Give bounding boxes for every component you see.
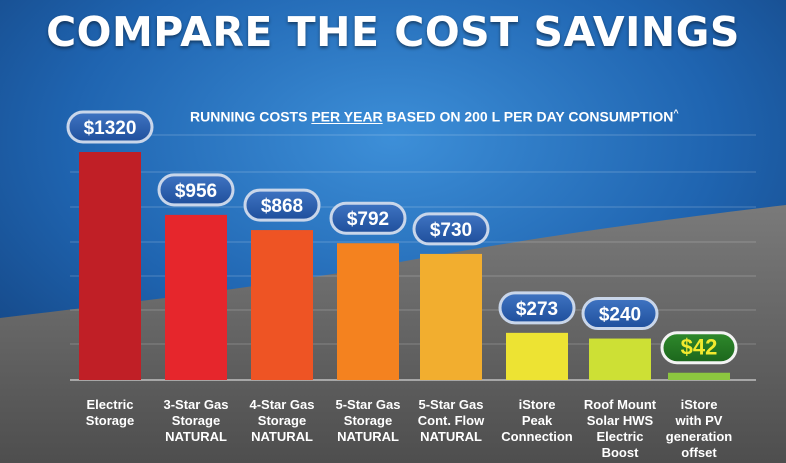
value-label-text: $868 (261, 196, 303, 217)
category-label-1: Electric Storage (86, 397, 134, 428)
bar-2 (165, 214, 227, 380)
bar-3 (251, 230, 313, 380)
category-label-line: 5-Star Gas (418, 397, 483, 412)
category-label-line: NATURAL (165, 429, 227, 444)
category-label-line: Electric (597, 429, 644, 444)
chart-subtitle: RUNNING COSTS PER YEAR BASED ON 200 L PE… (190, 108, 730, 125)
category-label-4: 5-Star Gas Storage NATURAL (335, 397, 400, 444)
value-label-8: $42 (660, 331, 738, 365)
subtitle-per-year: PER YEAR (311, 108, 383, 125)
bar-4 (337, 243, 399, 380)
category-label-line: Storage (258, 413, 306, 428)
category-label-line: Solar HWS (587, 413, 654, 428)
value-pill-bg (498, 291, 576, 325)
value-label-7: $240 (581, 297, 659, 331)
value-label-text: $42 (681, 335, 718, 360)
category-label-2: 3-Star Gas Storage NATURAL (163, 397, 228, 444)
value-label-4: $792 (329, 201, 407, 235)
value-label-text: $730 (430, 220, 472, 241)
category-label-line: Storage (172, 413, 220, 428)
value-label-6: $273 (498, 291, 576, 325)
category-label-line: 3-Star Gas (163, 397, 228, 412)
category-label-line: Peak (522, 413, 553, 428)
category-label-line: NATURAL (337, 429, 399, 444)
bars-group (79, 152, 730, 380)
value-pill-bg (581, 297, 659, 331)
value-pill-bg (329, 201, 407, 235)
value-label-3: $868 (243, 188, 321, 222)
value-label-text: $240 (599, 305, 641, 326)
category-label-line: Cont. Flow (418, 413, 485, 428)
bar-5 (420, 253, 482, 380)
value-labels-group: $1320 $956 $868 $792 $730 $273 $240 $42 (66, 110, 738, 365)
category-label-line: Connection (501, 429, 573, 444)
value-pill-bg (157, 173, 235, 207)
value-label-1: $1320 (66, 110, 154, 144)
value-label-text: $956 (175, 181, 217, 202)
value-label-5: $730 (412, 212, 490, 246)
value-pill-bg (66, 110, 154, 144)
category-label-5: 5-Star Gas Cont. Flow NATURAL (418, 397, 485, 444)
subtitle-footnote-mark: ^ (673, 108, 679, 118)
value-label-text: $273 (516, 299, 558, 320)
category-label-6: iStore Peak Connection (501, 397, 573, 444)
value-pill-bg (412, 212, 490, 246)
subtitle-pre: RUNNING COSTS (190, 108, 312, 125)
value-label-text: $1320 (84, 118, 137, 139)
category-label-line: Boost (602, 445, 640, 460)
category-label-line: iStore (681, 397, 718, 412)
value-label-2: $956 (157, 173, 235, 207)
subtitle-post: BASED ON 200 L PER DAY CONSUMPTION (382, 108, 674, 125)
category-label-line: offset (681, 445, 717, 460)
category-label-line: 4-Star Gas (249, 397, 314, 412)
category-label-3: 4-Star Gas Storage NATURAL (249, 397, 314, 444)
category-label-line: Roof Mount (584, 397, 657, 412)
bar-8 (668, 372, 730, 380)
page-title: COMPARE THE COST SAVINGS (46, 8, 740, 56)
bar-7 (589, 338, 651, 380)
category-label-line: Electric (87, 397, 134, 412)
category-label-line: Storage (86, 413, 134, 428)
category-label-7: Roof Mount Solar HWS Electric Boost (584, 397, 657, 460)
bar-1 (79, 152, 141, 380)
category-label-line: NATURAL (251, 429, 313, 444)
category-label-line: NATURAL (420, 429, 482, 444)
category-label-line: generation (666, 429, 733, 444)
category-label-line: 5-Star Gas (335, 397, 400, 412)
category-label-line: iStore (519, 397, 556, 412)
category-label-line: Storage (344, 413, 392, 428)
category-label-line: with PV (675, 413, 723, 428)
value-pill-bg (660, 331, 738, 365)
value-label-text: $792 (347, 209, 389, 230)
category-label-8: iStore with PV generation offset (666, 397, 733, 460)
bar-6 (506, 332, 568, 380)
value-pill-bg (243, 188, 321, 222)
